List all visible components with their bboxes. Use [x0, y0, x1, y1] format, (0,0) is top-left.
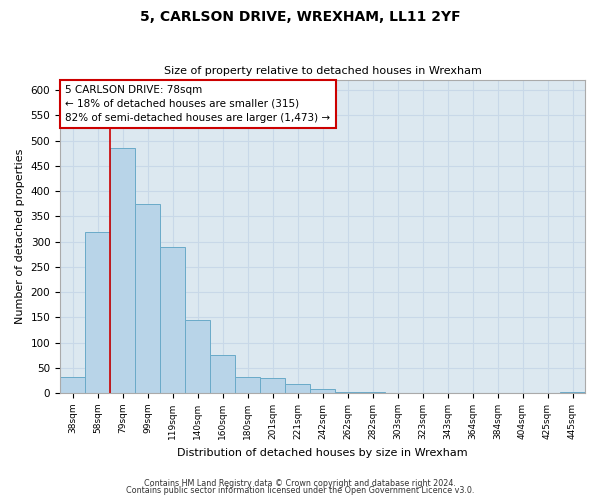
Bar [260, 378, 285, 393]
Text: Contains public sector information licensed under the Open Government Licence v3: Contains public sector information licen… [126, 486, 474, 495]
Bar [85, 232, 110, 393]
Bar [235, 377, 260, 393]
Bar [310, 389, 335, 393]
Bar [210, 355, 235, 393]
Text: Contains HM Land Registry data © Crown copyright and database right 2024.: Contains HM Land Registry data © Crown c… [144, 478, 456, 488]
Bar [110, 148, 135, 393]
Bar [185, 320, 210, 393]
Title: Size of property relative to detached houses in Wrexham: Size of property relative to detached ho… [164, 66, 481, 76]
Text: 5, CARLSON DRIVE, WREXHAM, LL11 2YF: 5, CARLSON DRIVE, WREXHAM, LL11 2YF [140, 10, 460, 24]
Bar [460, 392, 485, 393]
X-axis label: Distribution of detached houses by size in Wrexham: Distribution of detached houses by size … [177, 448, 468, 458]
Bar [385, 392, 410, 393]
Bar [335, 392, 360, 393]
Y-axis label: Number of detached properties: Number of detached properties [15, 149, 25, 324]
Text: 5 CARLSON DRIVE: 78sqm
← 18% of detached houses are smaller (315)
82% of semi-de: 5 CARLSON DRIVE: 78sqm ← 18% of detached… [65, 85, 331, 123]
Bar [135, 204, 160, 393]
Bar [560, 392, 585, 393]
Bar [160, 246, 185, 393]
Bar [60, 377, 85, 393]
Bar [285, 384, 310, 393]
Bar [360, 392, 385, 393]
